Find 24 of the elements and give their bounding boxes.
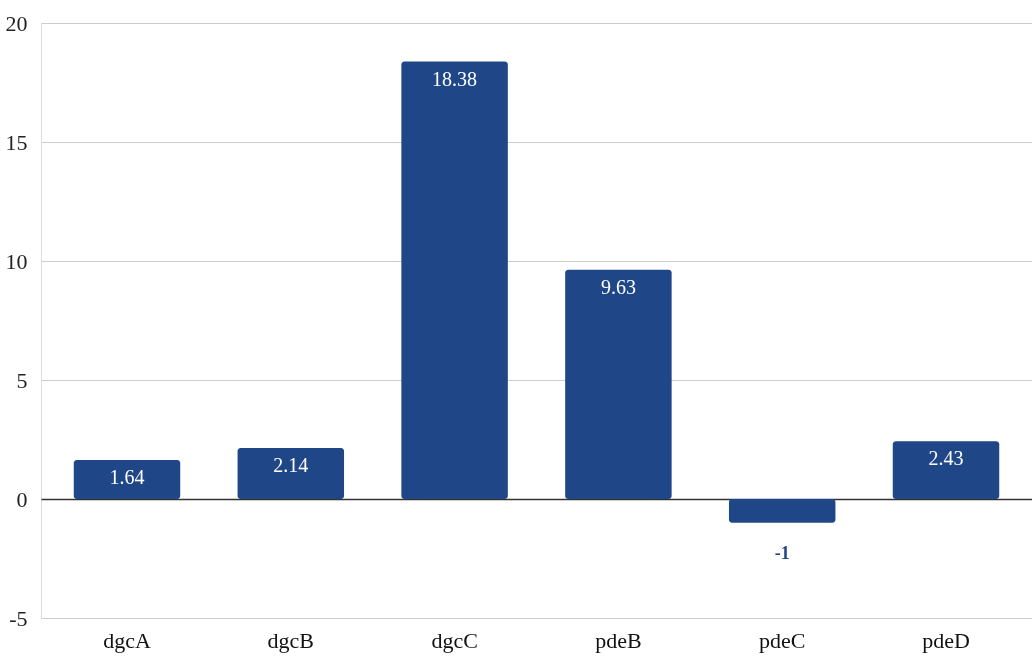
y-tick-label: 20 [5, 10, 28, 36]
y-tick-label: -5 [9, 605, 28, 631]
data-label: -1 [774, 542, 790, 563]
y-tick-label: 5 [16, 367, 28, 393]
y-tick-label: 0 [16, 486, 28, 512]
data-label: 2.14 [273, 454, 309, 477]
y-tick-label: 10 [5, 248, 28, 274]
x-tick-label: pdeB [595, 627, 642, 653]
bar [565, 269, 672, 499]
x-tick-label: pdeD [922, 627, 970, 653]
data-label: 1.64 [109, 465, 145, 488]
x-tick-label: dgcA [103, 627, 151, 653]
bar [401, 61, 508, 499]
data-label: 18.38 [432, 67, 478, 90]
x-tick-label: pdeC [758, 627, 806, 653]
bar [237, 448, 345, 499]
bar [892, 441, 1000, 499]
data-label: 9.63 [600, 275, 636, 298]
data-label: 2.43 [928, 447, 964, 470]
bar [728, 499, 836, 523]
y-tick-label: 15 [5, 129, 28, 155]
bar [73, 459, 181, 499]
x-tick-label: dgcC [431, 627, 478, 653]
x-tick-label: dgcB [267, 627, 315, 653]
